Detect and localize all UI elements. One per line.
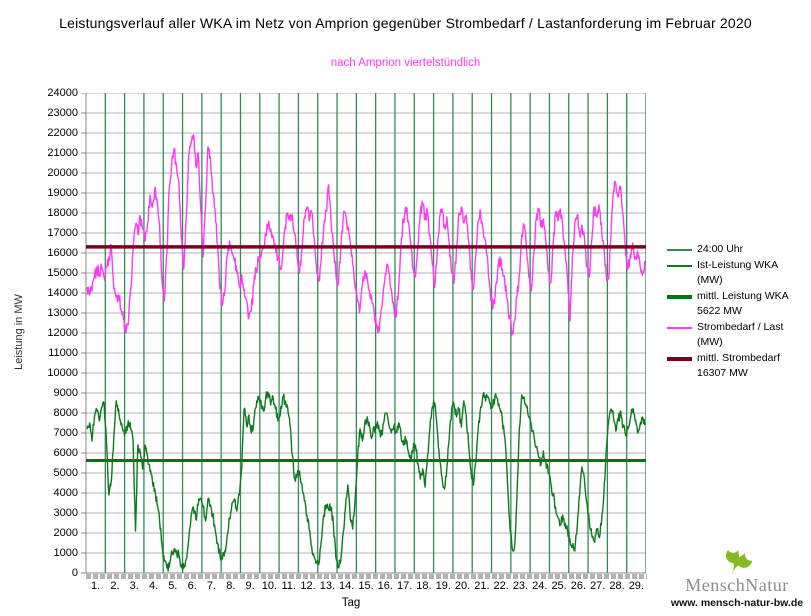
y-tick-label: 8000 — [53, 407, 78, 419]
x-tick-label: 13. — [319, 580, 336, 592]
y-tick-label: 9000 — [53, 387, 78, 399]
x-tick-label: 10. — [261, 580, 278, 592]
x-tick-label: 5. — [168, 580, 178, 592]
x-tick-label: 3. — [129, 580, 139, 592]
y-tick-label: 1000 — [53, 547, 78, 559]
x-tick-label: 18. — [416, 580, 432, 592]
legend-item: Strombedarf / Last (MW) — [667, 320, 809, 350]
y-tick-label: 17000 — [47, 227, 78, 239]
legend-swatch — [667, 249, 692, 251]
x-tick-label: 29. — [628, 580, 644, 592]
x-tick-label: 20. — [454, 580, 471, 592]
x-tick-label: 23. — [512, 580, 529, 592]
x-tick-label: 26. — [570, 580, 587, 592]
x-tick-label: 21. — [474, 580, 490, 592]
x-axis-tick-band — [86, 574, 647, 579]
legend-swatch — [667, 357, 692, 361]
legend-swatch — [667, 327, 692, 329]
x-tick-label: 17. — [396, 580, 413, 592]
y-tick-label: 13000 — [47, 307, 78, 319]
x-tick-label: 9. — [245, 580, 255, 592]
legend-swatch — [667, 295, 692, 299]
legend-swatch — [667, 265, 692, 267]
legend-item: mittl. Leistung WKA 5622 MW — [667, 289, 809, 319]
legend-label: Strombedarf / Last (MW) — [697, 321, 784, 348]
x-tick-label: 19. — [435, 580, 451, 592]
y-tick-label: 4000 — [53, 487, 78, 499]
x-tick-label: 22. — [493, 580, 509, 592]
y-tick-label: 14000 — [47, 287, 78, 299]
x-tick-label: 12. — [300, 580, 316, 592]
x-tick-label: 14. — [339, 580, 355, 592]
series-strombedarf-last-mw- — [86, 134, 646, 336]
x-tick-label: 25. — [551, 580, 567, 592]
y-tick-label: 11000 — [48, 347, 78, 359]
series-ist-leistung-wka-mw- — [86, 391, 646, 572]
legend: 24:00 Uhr Ist-Leistung WKA (MW) mittl. Lei… — [667, 242, 809, 382]
y-tick-label: 21000 — [47, 147, 78, 159]
legend-item: Ist-Leistung WKA (MW) — [667, 258, 809, 288]
x-tick-label: 24. — [532, 580, 548, 592]
legend-label: mittl. Strombedarf 16307 MW — [697, 352, 780, 379]
x-tick-label: 4. — [148, 580, 159, 592]
y-axis-title: Leistung in MW — [13, 294, 25, 370]
y-tick-label: 20000 — [47, 167, 78, 179]
x-tick-label: 8. — [226, 580, 236, 592]
x-axis-title: Tag — [341, 597, 361, 609]
y-tick-label: 2000 — [53, 527, 78, 539]
y-tick-label: 19000 — [47, 187, 78, 199]
brand-name: MenschNatur — [685, 575, 789, 595]
legend-item: 24:00 Uhr — [667, 242, 809, 257]
legend-label: Ist-Leistung WKA (MW) — [697, 259, 779, 286]
x-tick-label: 28. — [609, 580, 625, 592]
x-tick-label: 6. — [187, 580, 197, 592]
y-tick-label: 6000 — [53, 447, 78, 459]
y-tick-label: 12000 — [47, 327, 78, 339]
plot-svg — [81, 93, 646, 574]
y-tick-label: 22000 — [47, 127, 78, 139]
y-tick-label: 16000 — [47, 247, 78, 259]
legend-label: 24:00 Uhr — [697, 243, 744, 255]
x-tick-label: 1. — [91, 580, 101, 592]
x-tick-label: 7. — [206, 580, 217, 592]
y-tick-label: 0 — [71, 567, 78, 579]
brand-url: www. mensch-natur-bw.de — [670, 597, 804, 609]
legend-item: mittl. Strombedarf 16307 MW — [667, 351, 809, 381]
branding: MenschNatur www. mensch-natur-bw.de — [666, 542, 808, 612]
y-tick-label: 18000 — [47, 207, 78, 219]
legend-label: mittl. Leistung WKA 5622 MW — [697, 290, 789, 317]
x-tick-label: 15. — [358, 580, 374, 592]
x-tick-label: 11. — [281, 580, 296, 592]
x-tick-label: 2. — [110, 580, 120, 592]
y-tick-label: 5000 — [53, 467, 78, 479]
y-tick-label: 10000 — [47, 367, 78, 379]
y-tick-label: 7000 — [53, 427, 78, 439]
y-tick-label: 3000 — [53, 507, 78, 519]
chart-title: Leistungsverlauf aller WKA im Netz von A… — [59, 15, 752, 31]
x-tick-label: 16. — [377, 580, 393, 592]
chart-subtitle: nach Amprion viertelstündlich — [330, 57, 481, 69]
y-tick-label: 24000 — [47, 87, 78, 99]
plot-area — [80, 93, 646, 574]
x-tick-label: 27. — [590, 580, 606, 592]
y-tick-label: 23000 — [47, 107, 78, 119]
y-tick-label: 15000 — [47, 267, 78, 279]
ginkgo-leaf-icon — [726, 549, 753, 574]
